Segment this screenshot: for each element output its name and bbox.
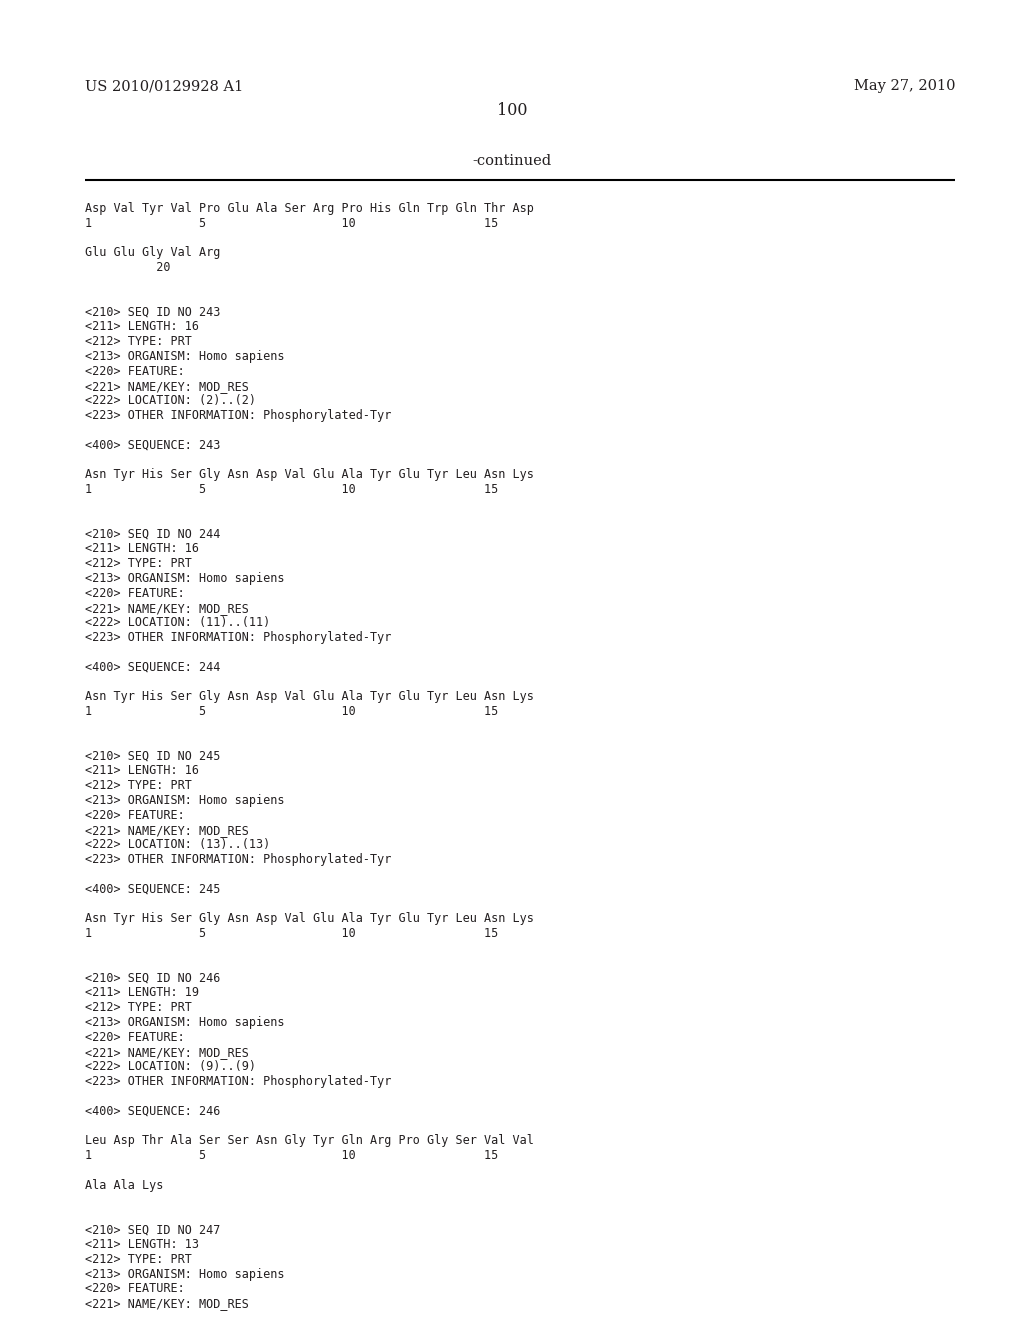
Text: <220> FEATURE:: <220> FEATURE: [85,1283,184,1295]
Text: Glu Glu Gly Val Arg: Glu Glu Gly Val Arg [85,247,220,260]
Text: <400> SEQUENCE: 243: <400> SEQUENCE: 243 [85,438,220,451]
Text: 1               5                   10                  15: 1 5 10 15 [85,483,499,496]
Text: <212> TYPE: PRT: <212> TYPE: PRT [85,1253,191,1266]
Text: <221> NAME/KEY: MOD_RES: <221> NAME/KEY: MOD_RES [85,1045,249,1059]
Text: May 27, 2010: May 27, 2010 [853,79,955,92]
Text: <213> ORGANISM: Homo sapiens: <213> ORGANISM: Homo sapiens [85,1267,285,1280]
Text: <223> OTHER INFORMATION: Phosphorylated-Tyr: <223> OTHER INFORMATION: Phosphorylated-… [85,631,391,644]
Text: <212> TYPE: PRT: <212> TYPE: PRT [85,335,191,348]
Text: <210> SEQ ID NO 244: <210> SEQ ID NO 244 [85,528,220,541]
Text: Asn Tyr His Ser Gly Asn Asp Val Glu Ala Tyr Glu Tyr Leu Asn Lys: Asn Tyr His Ser Gly Asn Asp Val Glu Ala … [85,690,534,704]
Text: <213> ORGANISM: Homo sapiens: <213> ORGANISM: Homo sapiens [85,572,285,585]
Text: <211> LENGTH: 13: <211> LENGTH: 13 [85,1238,199,1251]
Text: <210> SEQ ID NO 245: <210> SEQ ID NO 245 [85,750,220,763]
Text: <221> NAME/KEY: MOD_RES: <221> NAME/KEY: MOD_RES [85,602,249,615]
Text: <400> SEQUENCE: 246: <400> SEQUENCE: 246 [85,1105,220,1118]
Text: <211> LENGTH: 16: <211> LENGTH: 16 [85,764,199,777]
Text: <221> NAME/KEY: MOD_RES: <221> NAME/KEY: MOD_RES [85,824,249,837]
Text: <221> NAME/KEY: MOD_RES: <221> NAME/KEY: MOD_RES [85,1298,249,1311]
Text: <400> SEQUENCE: 244: <400> SEQUENCE: 244 [85,661,220,673]
Text: Asn Tyr His Ser Gly Asn Asp Val Glu Ala Tyr Glu Tyr Leu Asn Lys: Asn Tyr His Ser Gly Asn Asp Val Glu Ala … [85,912,534,925]
Text: 100: 100 [497,102,527,119]
Text: -continued: -continued [472,154,552,168]
Text: <223> OTHER INFORMATION: Phosphorylated-Tyr: <223> OTHER INFORMATION: Phosphorylated-… [85,1076,391,1088]
Text: <210> SEQ ID NO 243: <210> SEQ ID NO 243 [85,306,220,318]
Text: <222> LOCATION: (11)..(11): <222> LOCATION: (11)..(11) [85,616,270,630]
Text: <220> FEATURE:: <220> FEATURE: [85,1031,184,1044]
Text: <210> SEQ ID NO 247: <210> SEQ ID NO 247 [85,1224,220,1237]
Text: <220> FEATURE:: <220> FEATURE: [85,364,184,378]
Text: <222> LOCATION: (13)..(13): <222> LOCATION: (13)..(13) [85,838,270,851]
Text: <213> ORGANISM: Homo sapiens: <213> ORGANISM: Homo sapiens [85,795,285,807]
Text: <212> TYPE: PRT: <212> TYPE: PRT [85,779,191,792]
Text: <213> ORGANISM: Homo sapiens: <213> ORGANISM: Homo sapiens [85,1016,285,1030]
Text: <223> OTHER INFORMATION: Phosphorylated-Tyr: <223> OTHER INFORMATION: Phosphorylated-… [85,409,391,422]
Text: <220> FEATURE:: <220> FEATURE: [85,587,184,599]
Text: <222> LOCATION: (2)..(2): <222> LOCATION: (2)..(2) [85,395,256,408]
Text: Ala Ala Lys: Ala Ala Lys [85,1179,164,1192]
Text: <223> OTHER INFORMATION: Phosphorylated-Tyr: <223> OTHER INFORMATION: Phosphorylated-… [85,853,391,866]
Text: Asp Val Tyr Val Pro Glu Ala Ser Arg Pro His Gln Trp Gln Thr Asp: Asp Val Tyr Val Pro Glu Ala Ser Arg Pro … [85,202,534,215]
Text: <222> LOCATION: (9)..(9): <222> LOCATION: (9)..(9) [85,1060,256,1073]
Text: <212> TYPE: PRT: <212> TYPE: PRT [85,557,191,570]
Text: 1               5                   10                  15: 1 5 10 15 [85,216,499,230]
Text: <400> SEQUENCE: 245: <400> SEQUENCE: 245 [85,883,220,896]
Text: US 2010/0129928 A1: US 2010/0129928 A1 [85,79,244,92]
Text: 1               5                   10                  15: 1 5 10 15 [85,1150,499,1162]
Text: <221> NAME/KEY: MOD_RES: <221> NAME/KEY: MOD_RES [85,380,249,392]
Text: <210> SEQ ID NO 246: <210> SEQ ID NO 246 [85,972,220,985]
Text: <211> LENGTH: 16: <211> LENGTH: 16 [85,543,199,556]
Text: 20: 20 [85,261,171,275]
Text: <211> LENGTH: 16: <211> LENGTH: 16 [85,321,199,334]
Text: Asn Tyr His Ser Gly Asn Asp Val Glu Ala Tyr Glu Tyr Leu Asn Lys: Asn Tyr His Ser Gly Asn Asp Val Glu Ala … [85,469,534,482]
Text: 1               5                   10                  15: 1 5 10 15 [85,927,499,940]
Text: <212> TYPE: PRT: <212> TYPE: PRT [85,1001,191,1014]
Text: 1               5                   10                  15: 1 5 10 15 [85,705,499,718]
Text: <213> ORGANISM: Homo sapiens: <213> ORGANISM: Homo sapiens [85,350,285,363]
Text: <220> FEATURE:: <220> FEATURE: [85,809,184,822]
Text: Leu Asp Thr Ala Ser Ser Asn Gly Tyr Gln Arg Pro Gly Ser Val Val: Leu Asp Thr Ala Ser Ser Asn Gly Tyr Gln … [85,1134,534,1147]
Text: <211> LENGTH: 19: <211> LENGTH: 19 [85,986,199,999]
